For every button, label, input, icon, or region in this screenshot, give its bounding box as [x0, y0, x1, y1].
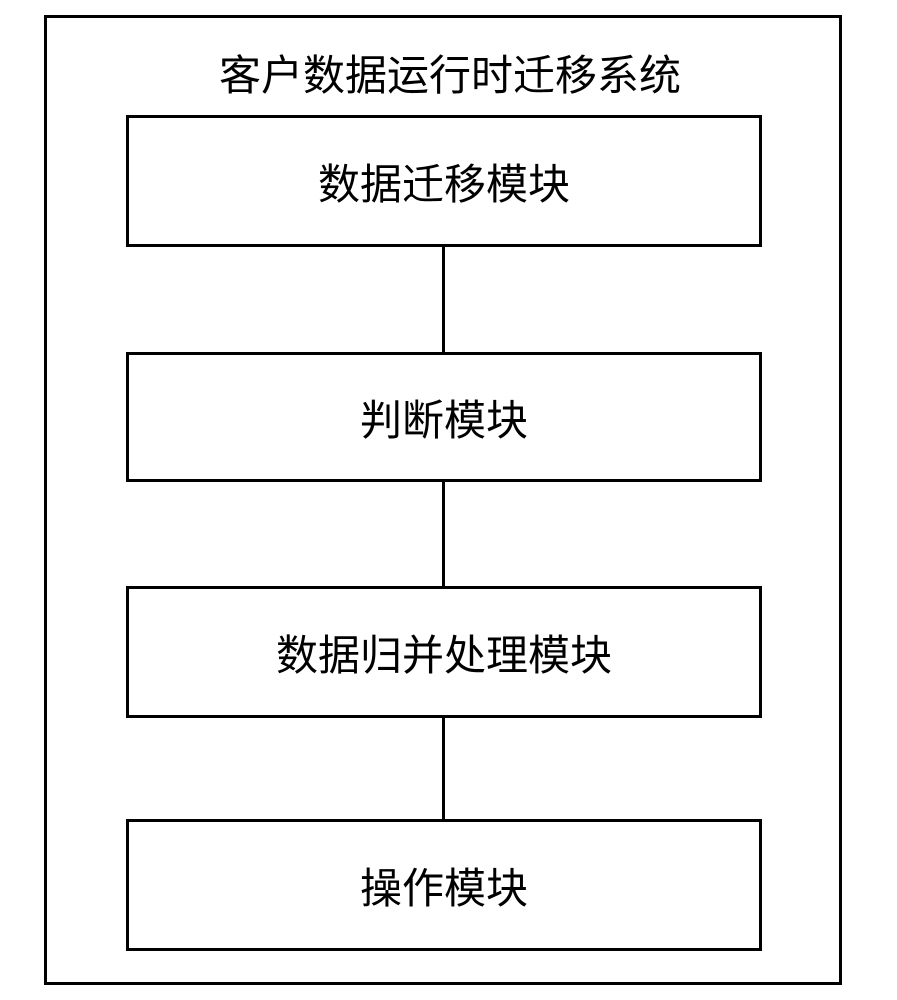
flowchart-node: 数据迁移模块	[126, 115, 762, 247]
node-label: 数据迁移模块	[318, 151, 570, 212]
node-label: 判断模块	[360, 387, 528, 448]
flowchart-node: 数据归并处理模块	[126, 586, 762, 718]
flowchart-node: 操作模块	[126, 819, 762, 951]
flowchart-connector	[442, 482, 445, 586]
node-label: 数据归并处理模块	[276, 622, 612, 683]
flowchart-node: 判断模块	[126, 352, 762, 482]
diagram-container: 客户数据运行时迁移系统 数据迁移模块判断模块数据归并处理模块操作模块	[0, 0, 897, 1000]
diagram-title: 客户数据运行时迁移系统	[180, 42, 720, 103]
flowchart-connector	[442, 718, 445, 819]
flowchart-connector	[442, 247, 445, 352]
node-label: 操作模块	[360, 855, 528, 916]
